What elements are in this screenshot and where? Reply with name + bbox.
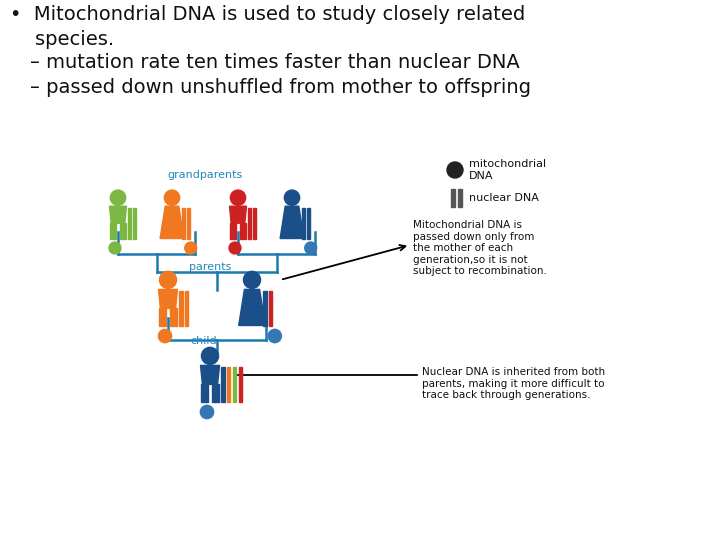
Circle shape [109,242,121,254]
Circle shape [268,329,282,343]
Circle shape [110,190,126,205]
Circle shape [229,242,241,254]
Polygon shape [239,289,265,326]
Polygon shape [158,289,178,308]
Text: child: child [190,336,217,346]
Circle shape [305,242,317,254]
Text: Mitochondrial DNA is
passed down only from
the mother of each
generation,so it i: Mitochondrial DNA is passed down only fr… [413,220,547,276]
Bar [238,367,242,402]
Bar [187,208,190,239]
Circle shape [202,347,219,365]
Circle shape [200,406,214,419]
Polygon shape [200,366,220,384]
Circle shape [447,162,463,178]
Text: species.: species. [10,30,114,49]
Circle shape [185,242,197,254]
Text: mitochondrial
DNA: mitochondrial DNA [469,159,546,181]
Circle shape [164,190,180,205]
Bar [253,208,256,239]
Bar [248,208,251,239]
Circle shape [158,329,171,343]
Circle shape [284,190,300,205]
Bar [230,223,236,239]
Bar [179,291,183,326]
Polygon shape [160,206,184,239]
Bar [133,208,136,239]
Bar [233,367,236,402]
Bar [307,208,310,239]
Circle shape [159,271,176,288]
Bar [458,189,462,207]
Text: – passed down unshuffled from mother to offspring: – passed down unshuffled from mother to … [30,78,531,97]
Bar [182,208,185,239]
Bar [212,384,219,402]
Bar [227,367,230,402]
Bar [202,384,208,402]
Text: nuclear DNA: nuclear DNA [469,193,539,203]
Bar [170,308,176,326]
Bar [185,291,189,326]
Bar [240,223,246,239]
Text: parents: parents [189,262,231,272]
Bar [451,189,455,207]
Polygon shape [109,206,127,223]
Bar [264,291,266,326]
Text: – mutation rate ten times faster than nuclear DNA: – mutation rate ten times faster than nu… [30,53,520,72]
Bar [302,208,305,239]
Bar [222,367,225,402]
Polygon shape [230,206,246,223]
Circle shape [243,271,261,288]
Bar [269,291,272,326]
Bar [128,208,131,239]
Circle shape [230,190,246,205]
Text: •  Mitochondrial DNA is used to study closely related: • Mitochondrial DNA is used to study clo… [10,5,526,24]
Bar [120,223,126,239]
Text: grandparents: grandparents [167,170,243,180]
Text: Nuclear DNA is inherited from both
parents, making it more difficult to
trace ba: Nuclear DNA is inherited from both paren… [422,367,605,400]
Bar [159,308,166,326]
Polygon shape [280,206,304,239]
Bar [110,223,117,239]
